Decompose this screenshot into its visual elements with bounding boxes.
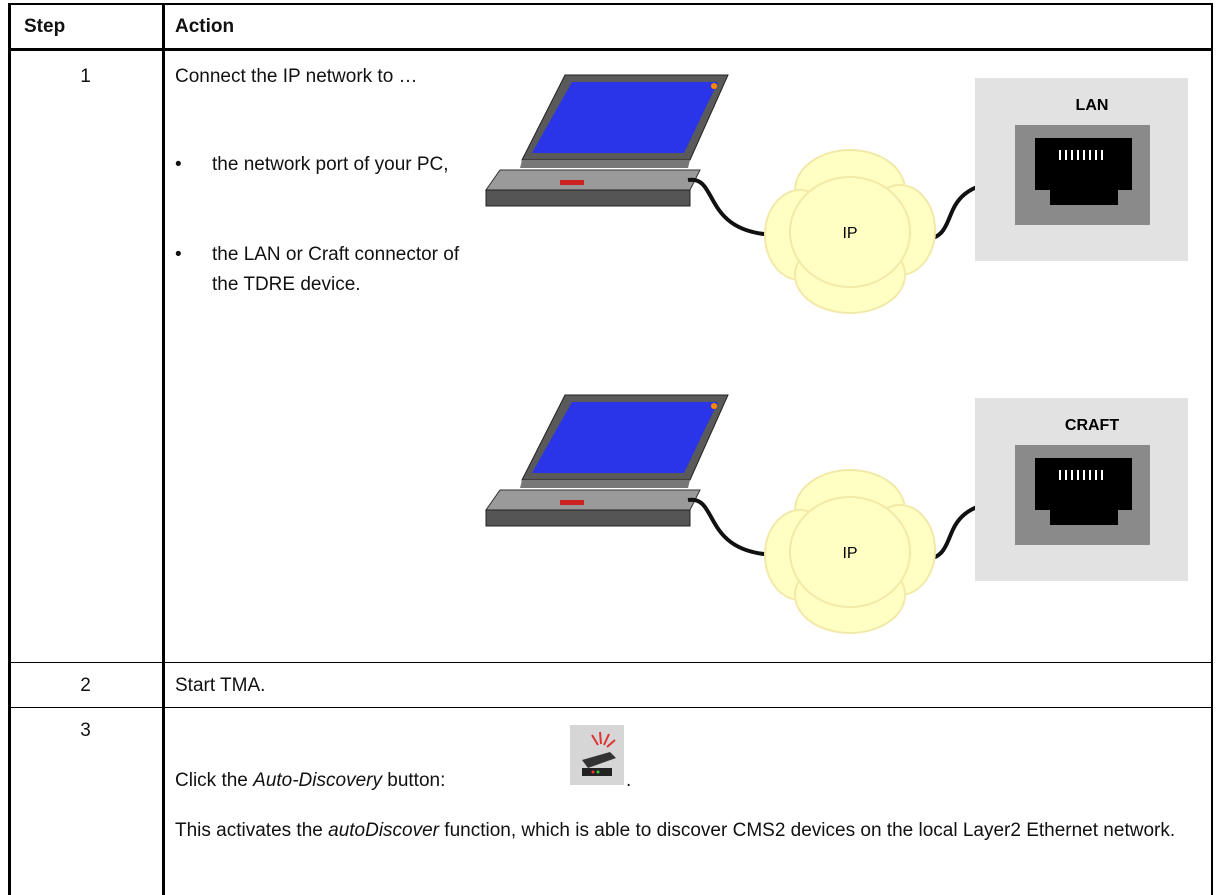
- step-number: 3: [80, 720, 91, 741]
- emphasis: Auto-Discovery: [253, 770, 382, 791]
- emphasis: autoDiscover: [328, 820, 440, 841]
- border: [8, 662, 1213, 663]
- step-number: 1: [80, 66, 91, 87]
- action-text: Click the Auto-Discovery button:: [175, 766, 445, 796]
- border: [8, 707, 1213, 708]
- border: [162, 3, 165, 895]
- auto-discovery-icon: [570, 725, 624, 785]
- cloud-label: IP: [842, 225, 857, 242]
- text: function, which is able to discover CMS2…: [439, 820, 1176, 841]
- step-number: 2: [80, 675, 91, 696]
- cloud-label: IP: [842, 545, 857, 562]
- action-text: Start TMA.: [175, 675, 266, 696]
- bullet: •: [175, 244, 182, 265]
- action-text: Connect the IP network to …: [175, 66, 418, 87]
- action-text: This activates the autoDiscover function…: [175, 816, 1195, 846]
- header-cell: Action: [175, 16, 235, 37]
- header-cell: Step: [24, 16, 66, 37]
- bullet: •: [175, 154, 182, 175]
- port-label: LAN: [1076, 97, 1109, 114]
- border: [8, 48, 1213, 51]
- port-label: CRAFT: [1065, 417, 1119, 434]
- text: Click the: [175, 770, 254, 791]
- border: [8, 3, 11, 895]
- bullet-text: the LAN or Craft con­nector of the TDRE …: [212, 244, 460, 295]
- bullet-text: the network port of your PC,: [212, 154, 449, 175]
- border: [1211, 3, 1213, 895]
- border: [8, 3, 1213, 5]
- text: button:: [381, 770, 446, 791]
- text: This activates the: [175, 820, 329, 841]
- text: .: [626, 770, 632, 791]
